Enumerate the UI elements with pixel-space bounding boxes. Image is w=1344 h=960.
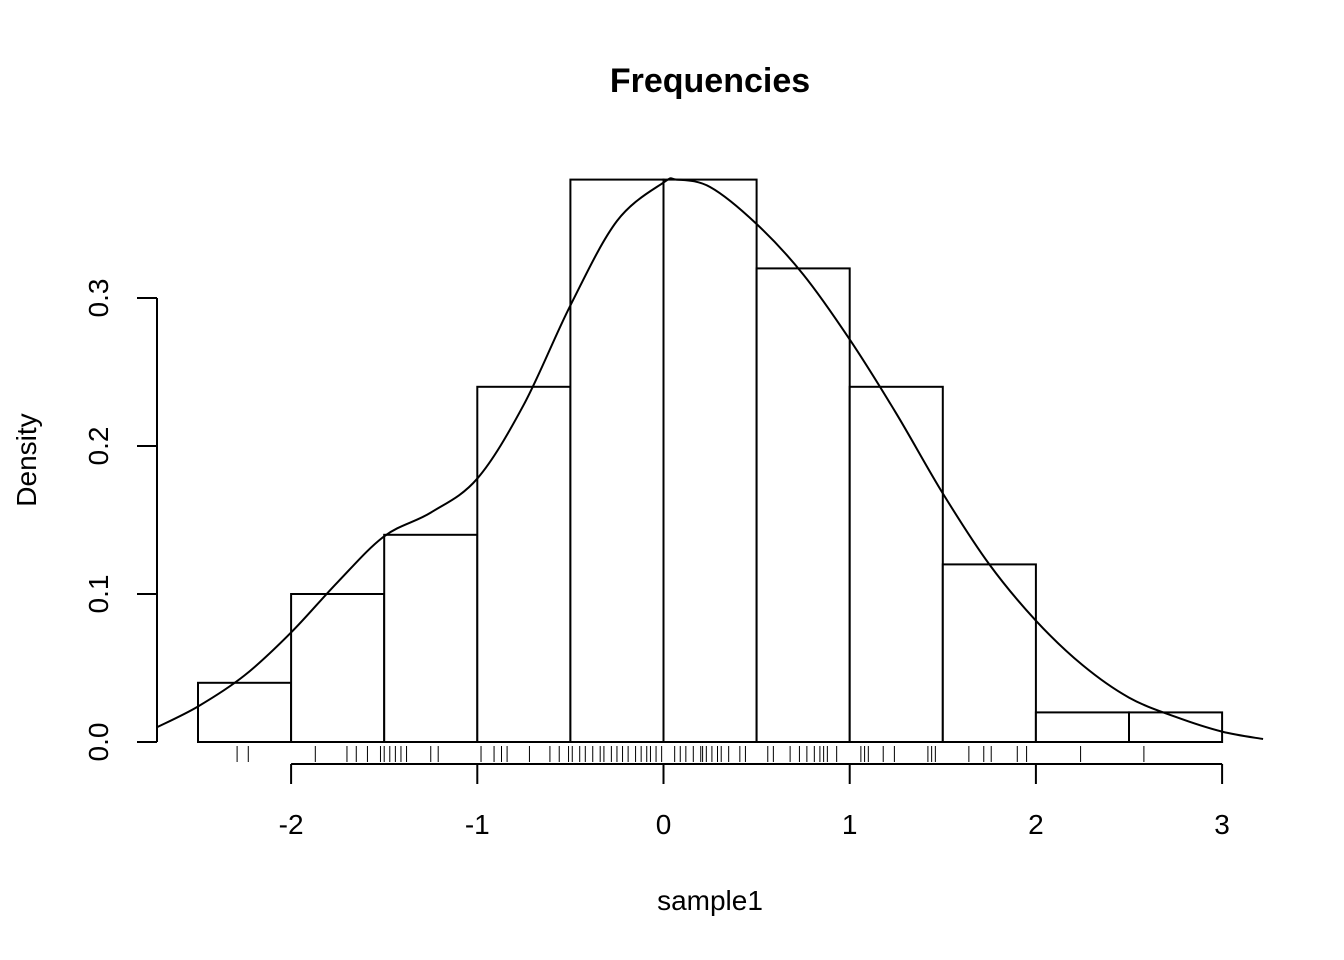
y-tick-label: 0.2	[83, 427, 114, 466]
density-curve	[156, 177, 1264, 741]
x-tick-label: 2	[1028, 809, 1044, 840]
x-axis-label: sample1	[657, 885, 763, 916]
x-tick-label: 0	[656, 809, 672, 840]
histogram-bar	[755, 267, 851, 743]
histogram-bar	[569, 178, 665, 744]
histogram-bar	[941, 563, 1037, 744]
x-tick-label: -2	[279, 809, 304, 840]
x-axis: -2 -1 0 1 2 3	[279, 763, 1230, 840]
chart-title: Frequencies	[610, 62, 810, 100]
y-axis-label: Density	[11, 413, 42, 506]
y-tick-label: 0.0	[83, 723, 114, 762]
x-tick-label: -1	[465, 809, 490, 840]
histogram-bar	[1034, 711, 1131, 744]
histogram-bar	[290, 593, 386, 743]
histogram-bar	[476, 385, 572, 743]
histogram-bar	[662, 178, 758, 744]
histogram-bars	[197, 178, 1224, 744]
x-tick-label: 3	[1214, 809, 1230, 840]
x-tick-label: 1	[842, 809, 858, 840]
histogram-bar	[383, 533, 479, 743]
y-axis: 0.0 0.1 0.2 0.3	[83, 279, 158, 762]
rug-marks	[236, 746, 1145, 762]
y-tick-label: 0.3	[83, 279, 114, 318]
histogram-bar	[197, 681, 293, 743]
y-tick-label: 0.1	[83, 575, 114, 614]
histogram-bar	[848, 385, 944, 743]
